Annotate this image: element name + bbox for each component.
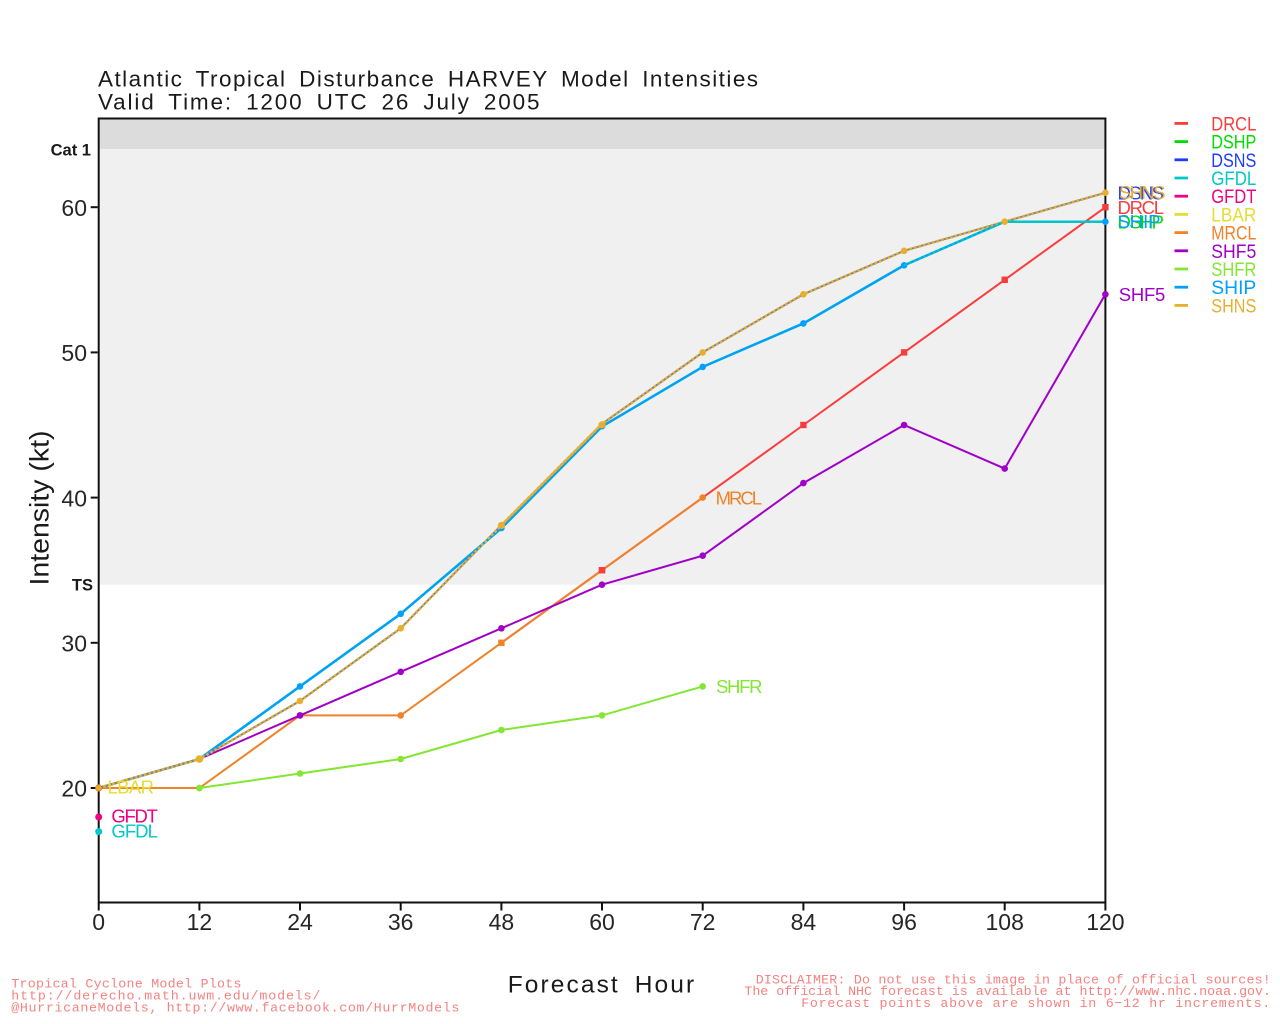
svg-text:TS: TS <box>72 576 93 594</box>
svg-text:DRCL: DRCL <box>1211 113 1256 135</box>
svg-text:SHIP: SHIP <box>1118 211 1161 232</box>
svg-text:DSHP: DSHP <box>1118 212 1165 233</box>
svg-text:Cat 1: Cat 1 <box>51 141 91 159</box>
svg-text:30: 30 <box>61 631 87 657</box>
svg-text:60: 60 <box>61 195 87 221</box>
svg-text:GFDT: GFDT <box>111 806 157 827</box>
svg-text:SHFR: SHFR <box>1211 259 1256 281</box>
svg-text:Intensity (kt): Intensity (kt) <box>25 431 55 586</box>
svg-text:84: 84 <box>791 909 817 935</box>
svg-text:GFDL: GFDL <box>1211 168 1256 190</box>
svg-text:Forecast points above are show: Forecast points above are shown in 6−12 … <box>801 996 1271 1011</box>
svg-text:DSHP: DSHP <box>1211 132 1256 154</box>
svg-text:SHNS: SHNS <box>1119 182 1166 203</box>
svg-text:50: 50 <box>61 340 87 366</box>
svg-text:DISCLAIMER: Do not use this im: DISCLAIMER: Do not use this image in pla… <box>756 973 1271 988</box>
svg-text:SHF5: SHF5 <box>1119 284 1166 305</box>
svg-text:24: 24 <box>287 909 313 935</box>
svg-text:LBAR: LBAR <box>1211 204 1256 226</box>
svg-text:0: 0 <box>92 909 105 935</box>
svg-text:96: 96 <box>891 909 917 935</box>
svg-text:Valid Time: 1200 UTC 26 July 2: Valid Time: 1200 UTC 26 July 2005 <box>98 90 541 115</box>
svg-text:SHFR: SHFR <box>716 676 763 697</box>
svg-text:Tropical Cyclone Model Plots: Tropical Cyclone Model Plots <box>11 977 241 992</box>
svg-text:GFDL: GFDL <box>111 821 157 842</box>
svg-text:36: 36 <box>388 909 414 935</box>
svg-text:DSNS: DSNS <box>1118 182 1165 203</box>
svg-text:72: 72 <box>690 909 716 935</box>
svg-text:SHF5: SHF5 <box>1211 241 1256 263</box>
svg-text:GFDT: GFDT <box>1211 186 1256 208</box>
svg-text:Atlantic Tropical Disturbance: Atlantic Tropical Disturbance HARVEY Mod… <box>98 67 759 92</box>
svg-text:MRCL: MRCL <box>1211 223 1256 245</box>
svg-text:The official NHC forecast is a: The official NHC forecast is available a… <box>744 984 1271 999</box>
svg-text:120: 120 <box>1086 909 1124 935</box>
svg-text:40: 40 <box>61 485 87 511</box>
svg-text:SHNS: SHNS <box>1211 295 1256 317</box>
svg-text:@HurricaneModels, http://www.f: @HurricaneModels, http://www.facebook.co… <box>11 1001 460 1016</box>
svg-text:http://derecho.math.uwm.edu/mo: http://derecho.math.uwm.edu/models/ <box>11 989 321 1004</box>
svg-text:MRCL: MRCL <box>716 488 763 509</box>
svg-text:48: 48 <box>489 909 515 935</box>
svg-text:Forecast Hour: Forecast Hour <box>508 972 697 999</box>
svg-text:LBAR: LBAR <box>108 777 155 798</box>
svg-text:108: 108 <box>986 909 1024 935</box>
svg-text:DSNS: DSNS <box>1211 150 1256 172</box>
svg-text:20: 20 <box>61 776 87 802</box>
svg-text:DRCL: DRCL <box>1118 197 1165 218</box>
svg-text:12: 12 <box>187 909 213 935</box>
svg-text:SHIP: SHIP <box>1211 277 1256 299</box>
svg-text:60: 60 <box>589 909 615 935</box>
